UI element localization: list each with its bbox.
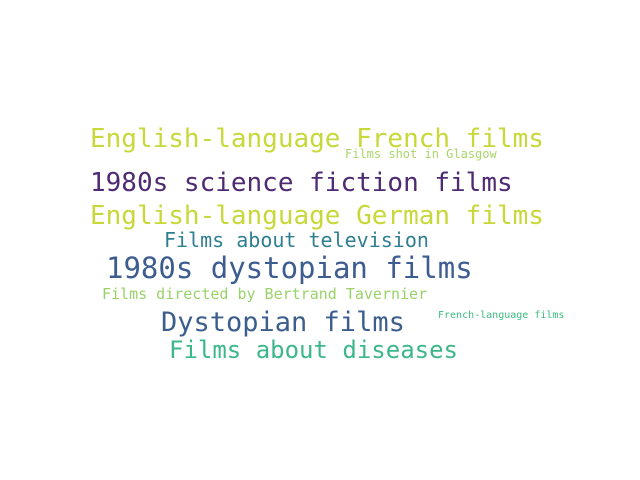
word-french-language-films: French-language films (438, 310, 565, 321)
word-english-language-french-films: English-language French films (90, 124, 544, 154)
word-dystopian-films: Dystopian films (161, 307, 405, 338)
word-films-about-television: Films about television (164, 228, 429, 252)
word-films-shot-in-glasgow: Films shot in Glasgow (345, 147, 497, 161)
word-films-directed-by-bertrand-tavernier: Films directed by Bertrand Tavernier (102, 285, 428, 303)
word-films-about-diseases: Films about diseases (169, 336, 458, 364)
word-english-language-german-films: English-language German films (90, 201, 544, 231)
word-1980s-dystopian-films: 1980s dystopian films (106, 251, 473, 285)
word-1980s-science-fiction-films: 1980s science fiction films (90, 168, 513, 198)
